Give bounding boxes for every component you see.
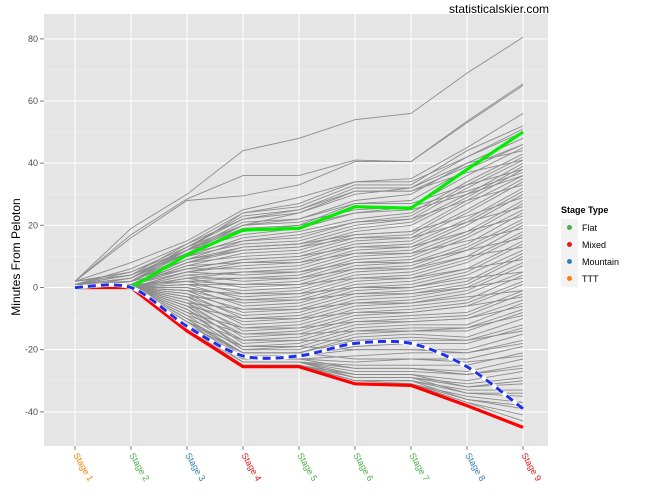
legend: Stage Type Flat Mixed Mountain TTT xyxy=(561,205,641,287)
y-tick-label: 60 xyxy=(28,96,38,106)
legend-label: Flat xyxy=(582,222,598,233)
x-tick-label: Stage 1 xyxy=(71,451,95,483)
legend-key xyxy=(561,270,578,287)
series-line xyxy=(74,125,524,285)
legend-label: Mixed xyxy=(582,239,607,250)
legend-key xyxy=(561,236,578,253)
series-line xyxy=(74,159,524,285)
series-line xyxy=(74,83,524,282)
highlight-line-0 xyxy=(75,130,524,290)
highlight-line-dashed xyxy=(74,283,524,410)
series-line xyxy=(74,184,524,288)
series-line xyxy=(74,168,524,288)
series-line xyxy=(75,271,524,295)
series-line xyxy=(75,243,524,307)
x-tick-label: Stage 7 xyxy=(407,451,431,483)
y-axis: -40 -20 0 20 40 60 80 xyxy=(25,34,44,417)
x-tick-label: Stage 2 xyxy=(127,451,151,483)
x-tick-label: Stage 3 xyxy=(183,451,207,483)
legend-dot-icon xyxy=(567,225,572,230)
y-tick-label: 0 xyxy=(33,282,38,292)
series-line xyxy=(74,159,524,285)
x-tick-label: Stage 4 xyxy=(239,451,263,483)
series-line xyxy=(75,227,524,288)
legend-dot-icon xyxy=(567,276,572,281)
series-line xyxy=(75,287,524,329)
watermark: statisticalskier.com xyxy=(449,2,550,16)
series-line xyxy=(74,85,524,282)
x-tick-label: Stage 8 xyxy=(463,451,487,483)
legend-label: TTT xyxy=(582,273,599,284)
legend-key xyxy=(561,219,578,236)
series-line xyxy=(75,262,524,320)
series-line xyxy=(75,259,524,288)
series-line xyxy=(74,113,524,282)
legend-item-mountain: Mountain xyxy=(561,253,641,270)
y-tick-label: 80 xyxy=(28,34,38,44)
legend-item-flat: Flat xyxy=(561,219,641,236)
y-tick-label: 20 xyxy=(28,220,38,230)
series-line xyxy=(75,277,524,301)
x-axis: Stage 1 Stage 2 Stage 3 Stage 4 Stage 5 Stage… xyxy=(71,446,543,483)
legend-title: Stage Type xyxy=(561,205,609,215)
legend-item-ttt: TTT xyxy=(561,270,641,287)
series-line xyxy=(74,224,524,295)
legend-label: Mountain xyxy=(582,256,620,267)
series-line xyxy=(74,36,524,282)
legend-dot-icon xyxy=(567,259,572,264)
highlight-layer xyxy=(74,130,525,429)
highlight-line-1 xyxy=(75,285,524,429)
x-tick-label: Stage 6 xyxy=(351,451,375,483)
x-tick-label: Stage 5 xyxy=(295,451,319,483)
y-axis-title: Minutes From Peloton xyxy=(9,198,23,316)
y-tick-label: -40 xyxy=(25,407,38,417)
legend-item-mixed: Mixed xyxy=(561,236,641,253)
legend-key xyxy=(561,253,578,270)
series-line xyxy=(75,246,524,288)
y-tick-label: 40 xyxy=(28,158,38,168)
y-tick-label: -20 xyxy=(25,345,38,355)
x-tick-label: Stage 9 xyxy=(519,451,543,483)
series-line xyxy=(74,215,524,288)
series-line xyxy=(75,287,524,320)
series-line xyxy=(75,237,524,288)
legend-dot-icon xyxy=(567,242,572,247)
series-line xyxy=(75,287,524,310)
